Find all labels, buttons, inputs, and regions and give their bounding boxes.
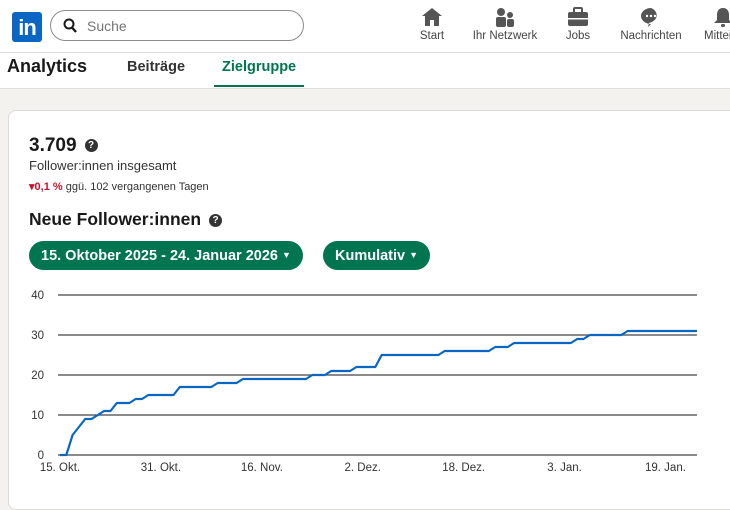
nav-messaging[interactable]: Nachrichten bbox=[617, 7, 685, 42]
x-tick-label: 19. Jan. bbox=[645, 462, 686, 474]
x-tick-label: 31. Okt. bbox=[141, 462, 181, 474]
messaging-icon bbox=[641, 8, 657, 27]
network-icon bbox=[496, 8, 514, 27]
search-box[interactable] bbox=[50, 10, 304, 41]
x-tick-label: 3. Jan. bbox=[547, 462, 582, 474]
help-icon[interactable]: ? bbox=[209, 213, 223, 227]
x-tick-label: 2. Dez. bbox=[345, 462, 381, 474]
home-icon bbox=[422, 8, 442, 26]
y-tick-label: 0 bbox=[38, 450, 44, 462]
bell-icon bbox=[714, 8, 730, 27]
followers-card: 3.709? Follower:innen insgesamt ▾0,1 % g… bbox=[8, 110, 730, 510]
analytics-tabs: Analytics Beiträge Zielgruppe bbox=[0, 53, 730, 89]
change-text: ggü. 102 vergangenen Tagen bbox=[65, 181, 209, 193]
tab-zielgruppe[interactable]: Zielgruppe bbox=[214, 59, 305, 87]
x-tick-label: 16. Nov. bbox=[241, 462, 283, 474]
nav-start[interactable]: Start bbox=[410, 7, 454, 42]
change-indicator: ▾0,1 % ggü. 102 vergangenen Tagen bbox=[29, 180, 209, 193]
y-tick-label: 10 bbox=[31, 410, 44, 422]
nav-label: Mitteilu bbox=[704, 30, 730, 42]
y-tick-label: 40 bbox=[31, 290, 44, 302]
change-value: 0,1 % bbox=[34, 181, 63, 193]
nav-label: Ihr Netzwerk bbox=[472, 30, 538, 42]
nav-network[interactable]: Ihr Netzwerk bbox=[470, 7, 540, 42]
y-tick-label: 30 bbox=[31, 330, 44, 342]
nav-label: Jobs bbox=[565, 30, 591, 42]
total-label: Follower:innen insgesamt bbox=[29, 158, 177, 173]
nav-notifications[interactable]: Mitteilu bbox=[704, 7, 730, 42]
nav-jobs[interactable]: Jobs bbox=[560, 7, 596, 42]
x-tick-label: 15. Okt. bbox=[40, 462, 80, 474]
caret-down-icon: ▼ bbox=[281, 250, 291, 260]
date-range-dropdown[interactable]: 15. Oktober 2025 - 24. Januar 2026 ▼ bbox=[29, 241, 303, 270]
search-icon bbox=[63, 18, 77, 33]
help-icon[interactable]: ? bbox=[84, 139, 98, 153]
page-title: Analytics bbox=[7, 56, 88, 76]
section-title-text: Neue Follower:innen bbox=[29, 209, 202, 229]
mode-label: Kumulativ bbox=[335, 248, 406, 264]
followers-chart: 0 10 20 30 40 15. Okt. 31. Okt. 16. Nov. 2. Dez.… bbox=[31, 290, 697, 474]
top-navigation: in Start Ihr Netzwerk Jobs Nachrichten M… bbox=[0, 0, 730, 53]
search-input[interactable] bbox=[87, 16, 287, 36]
x-tick-label: 18. Dez. bbox=[442, 462, 485, 474]
caret-down-icon: ▼ bbox=[409, 250, 419, 260]
date-range-label: 15. Oktober 2025 - 24. Januar 2026 bbox=[41, 248, 278, 264]
mode-dropdown[interactable]: Kumulativ ▼ bbox=[323, 241, 431, 270]
nav-label: Start bbox=[419, 30, 445, 42]
nav-label: Nachrichten bbox=[620, 30, 682, 42]
cumulative-followers-line bbox=[60, 329, 697, 457]
briefcase-icon bbox=[568, 7, 588, 26]
total-followers: 3.709? bbox=[29, 135, 98, 157]
y-tick-label: 20 bbox=[31, 370, 44, 382]
total-value: 3.709 bbox=[29, 135, 77, 156]
section-title: Neue Follower:innen? bbox=[29, 209, 223, 230]
down-arrow-icon: ▾ bbox=[29, 181, 35, 193]
linkedin-logo[interactable]: in bbox=[12, 12, 42, 42]
tab-beitraege[interactable]: Beiträge bbox=[127, 59, 186, 75]
